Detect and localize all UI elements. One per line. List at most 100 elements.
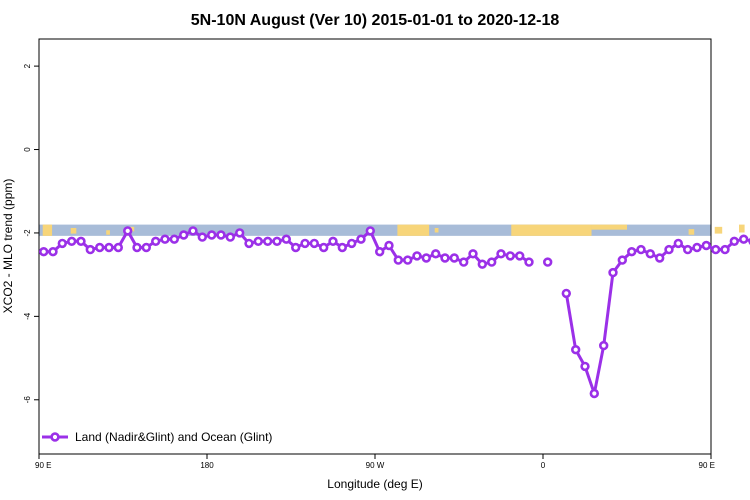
data-point (188, 226, 198, 236)
data-point (85, 244, 96, 255)
data-point (440, 253, 450, 263)
data-point (281, 234, 291, 244)
data-point (328, 236, 338, 247)
data-point (365, 226, 375, 236)
data-point (132, 242, 142, 253)
data-point (244, 238, 254, 249)
data-point (384, 240, 394, 251)
map-strip (39, 224, 745, 236)
x-tick-label: 90 E (35, 461, 51, 470)
map-land-patch (130, 226, 135, 232)
data-point (626, 247, 637, 257)
data-point (160, 234, 170, 244)
map-land-patch (106, 230, 110, 235)
data-point (477, 259, 487, 269)
data-point (393, 255, 403, 265)
data-point (487, 257, 497, 267)
legend-label: Land (Nadir&Glint) and Ocean (Glint) (75, 430, 272, 444)
data-point (729, 236, 739, 247)
x-axis-label: Longitude (deg E) (327, 477, 422, 491)
data-point (169, 234, 180, 244)
x-tick-label: 90 W (366, 461, 385, 470)
data-point (598, 340, 609, 351)
data-point (496, 249, 506, 259)
series-layer (38, 226, 750, 399)
data-point (113, 242, 124, 253)
data-point (589, 388, 599, 399)
data-point (468, 249, 478, 259)
map-land-patch (714, 226, 723, 234)
data-point (617, 255, 627, 265)
data-point (356, 234, 366, 244)
map-land-patch (42, 224, 53, 236)
data-point (263, 236, 273, 247)
x-tick-label: 90 E (699, 461, 715, 470)
data-point (48, 247, 58, 257)
map-land-patch (70, 227, 77, 234)
y-tick-label: 2 (23, 63, 32, 68)
map-strip-ocean (39, 224, 711, 236)
data-point (738, 234, 749, 244)
data-point (431, 249, 441, 259)
data-point (561, 288, 571, 299)
data-point (524, 257, 534, 267)
data-point (692, 242, 702, 253)
data-point (216, 230, 226, 240)
y-axis: 2 0 -2 -4 -6 (23, 63, 39, 403)
y-tick-label: 0 (23, 147, 32, 152)
x-axis: 90 E 180 90 W 0 90 E (35, 454, 715, 470)
data-point (38, 247, 49, 257)
data-point (57, 238, 67, 249)
data-point (272, 236, 282, 247)
map-land-patch (591, 224, 627, 230)
x-tick-label: 0 (541, 461, 546, 470)
data-point (421, 253, 431, 263)
y-axis-label: XCO2 - MLO trend (ppm) (1, 179, 15, 314)
data-point (645, 249, 655, 259)
data-point (337, 242, 347, 253)
map-land-patch (688, 229, 695, 235)
data-point (141, 242, 152, 253)
legend: Land (Nadir&Glint) and Ocean (Glint) (42, 430, 272, 444)
data-point (94, 242, 105, 253)
data-point (654, 253, 665, 263)
data-point (207, 230, 217, 240)
chart-title: 5N-10N August (Ver 10) 2015-01-01 to 202… (191, 12, 560, 29)
data-point (682, 244, 693, 255)
data-point (505, 251, 515, 261)
data-point (636, 244, 646, 255)
data-point (76, 236, 86, 247)
data-point (122, 226, 133, 236)
y-tick-label: -6 (23, 396, 32, 404)
map-land-patch (739, 224, 745, 233)
data-point (291, 242, 301, 253)
data-point (66, 236, 77, 247)
data-point (514, 251, 525, 261)
map-land-patch (397, 224, 430, 236)
data-point (375, 247, 385, 257)
x-tick-label: 180 (200, 461, 214, 470)
data-point (403, 255, 413, 265)
data-point (235, 228, 245, 238)
data-point (570, 345, 581, 355)
data-point (309, 238, 319, 249)
data-point (459, 257, 469, 267)
data-point (608, 267, 618, 278)
data-point (104, 242, 114, 253)
map-land-patch (434, 227, 439, 233)
data-point (300, 238, 310, 249)
data-point (664, 244, 674, 255)
data-point (449, 253, 459, 263)
data-point (197, 232, 208, 242)
data-point (151, 236, 161, 247)
data-point (673, 238, 683, 249)
data-point (253, 236, 263, 247)
y-tick-label: -4 (23, 312, 32, 320)
data-point (710, 244, 721, 255)
data-point (225, 232, 236, 242)
data-point (701, 240, 711, 251)
data-point (720, 244, 730, 255)
data-point (179, 230, 189, 240)
data-point (412, 251, 422, 261)
